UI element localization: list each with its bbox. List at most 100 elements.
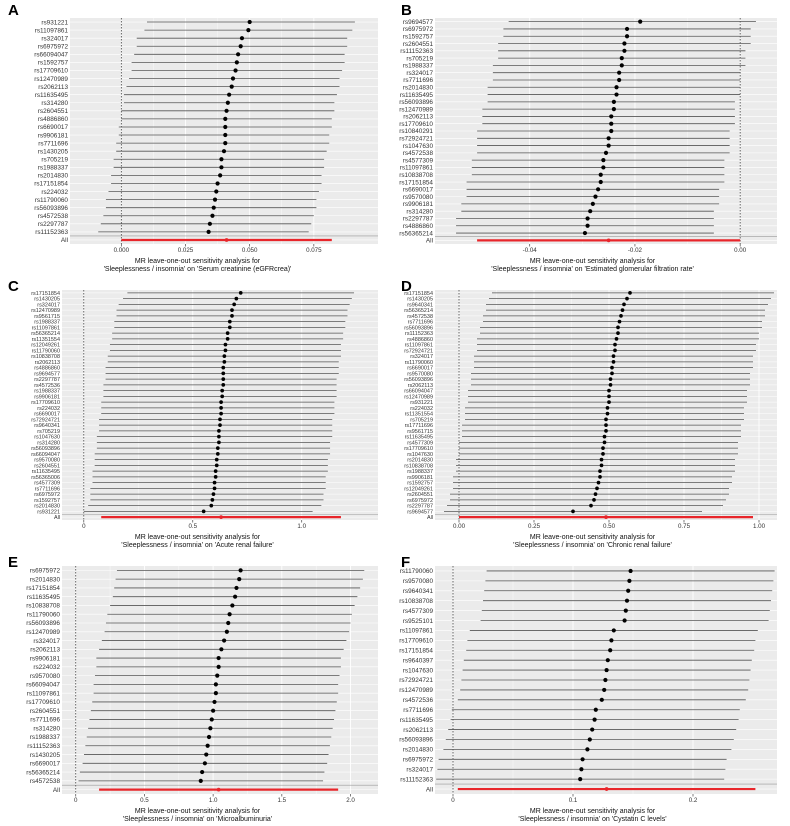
- snp-point-estimate: [590, 201, 595, 207]
- snp-label: rs4886860: [403, 223, 434, 230]
- panel-f-plot: rs11790060 rs9570080 rs9640341 rs10838708 rs…: [399, 566, 777, 804]
- snp-label: rs11351554: [32, 337, 60, 343]
- snp-label: rs17709610: [26, 699, 60, 706]
- snp-point-estimate: [220, 394, 225, 399]
- snp-point-estimate: [602, 434, 607, 439]
- snp-label: rs11152363: [405, 331, 433, 337]
- snp-label: rs10838708: [26, 603, 60, 610]
- x-tick-label: 0.025: [178, 247, 194, 254]
- panel-b-letter: B: [401, 2, 412, 19]
- snp-point-estimate: [598, 475, 602, 479]
- snp-point-estimate: [614, 337, 619, 341]
- snp-point-estimate: [590, 727, 595, 732]
- snp-label: rs56093896: [34, 205, 68, 212]
- snp-point-estimate: [613, 348, 617, 353]
- panel-c: C rs17151854 rs1430205 rs324017 rs12470989 r…: [0, 276, 395, 552]
- snp-label: rs4577309: [407, 440, 433, 446]
- snp-label: rs6690017: [407, 366, 433, 372]
- snp-point-estimate: [624, 34, 630, 39]
- snp-label: rs1592757: [38, 60, 69, 67]
- snp-point-estimate: [212, 197, 218, 202]
- panel-c-plot: rs17151854rs1430205rs324017rs12470989rs9…: [31, 290, 378, 530]
- snp-point-estimate: [221, 149, 227, 154]
- snp-point-estimate: [579, 767, 584, 772]
- snp-point-estimate: [205, 743, 210, 748]
- snp-label: rs56093896: [26, 620, 60, 627]
- snp-point-estimate: [201, 509, 206, 514]
- snp-point-estimate: [607, 388, 611, 393]
- snp-point-estimate: [238, 44, 243, 49]
- snp-point-estimate: [609, 114, 614, 119]
- panel-f: F rs11790060 rs9570080 rs9640341 rs10838708…: [395, 552, 790, 826]
- snp-point-estimate: [593, 194, 598, 199]
- x-tick-label: 0.1: [569, 797, 578, 804]
- snp-point-estimate: [599, 463, 604, 468]
- snp-label: rs10838708: [399, 172, 433, 179]
- snp-label: rs9570080: [34, 458, 60, 464]
- snp-point-estimate: [219, 400, 223, 404]
- snp-label: rs314280: [406, 208, 433, 215]
- snp-label: rs12470989: [399, 687, 433, 694]
- x-tick-label: 0.50: [603, 523, 616, 530]
- snp-label: rs9906181: [34, 394, 60, 400]
- snp-label: rs11790060: [32, 348, 60, 354]
- x-tick-label: 0: [82, 523, 86, 530]
- snp-label: rs9906181: [403, 201, 434, 208]
- snp-label: rs11635495: [400, 92, 434, 99]
- snp-point-estimate: [571, 509, 575, 514]
- snp-point-estimate: [608, 383, 613, 387]
- panel-e-title-line1: MR leave-one-out sensitivity analysis fo…: [134, 808, 261, 815]
- snp-label: rs1988337: [30, 734, 61, 741]
- snp-point-estimate: [592, 717, 597, 722]
- snp-point-estimate: [217, 429, 221, 433]
- snp-label: rs11790060: [35, 197, 69, 204]
- panel-c-letter: C: [8, 278, 19, 295]
- snp-point-estimate: [585, 747, 590, 752]
- snp-point-estimate: [202, 761, 207, 766]
- snp-point-estimate: [216, 664, 221, 669]
- snp-label: rs705219: [41, 156, 68, 163]
- panel-f-letter: F: [401, 554, 411, 571]
- snp-point-estimate: [215, 673, 220, 678]
- snp-label: rs1430205: [407, 297, 433, 303]
- snp-point-estimate: [623, 608, 628, 613]
- snp-point-estimate: [610, 371, 614, 376]
- snp-point-estimate: [206, 229, 211, 234]
- panel-c-caption: MR leave-one-out sensitivity analysis fo…: [0, 534, 395, 550]
- snp-point-estimate: [602, 440, 607, 445]
- snp-point-estimate: [219, 406, 223, 410]
- snp-label: rs1430205: [34, 297, 60, 303]
- snp-label: rs2297787: [34, 377, 60, 383]
- panel-e: E rs6975972 rs2014830 rs17151854 rs11635495…: [0, 552, 395, 826]
- x-tick-label: 0.075: [306, 247, 322, 254]
- snp-label: rs17151854: [399, 648, 433, 655]
- snp-label: rs72924721: [404, 348, 433, 354]
- snp-point-estimate: [198, 778, 203, 783]
- snp-point-estimate: [589, 503, 593, 508]
- snp-label: rs931221: [41, 19, 68, 26]
- snp-label: rs17151854: [26, 585, 60, 592]
- snp-point-estimate: [605, 411, 610, 416]
- snp-label: rs324017: [37, 302, 60, 308]
- snp-label: rs324017: [406, 766, 433, 773]
- snp-label: rs4577309: [403, 157, 434, 164]
- snp-label: rs1988337: [34, 320, 60, 326]
- snp-point-estimate: [598, 172, 603, 177]
- snp-label: rs11097861: [400, 628, 434, 635]
- snp-point-estimate: [230, 76, 236, 81]
- x-tick-label: 1.5: [278, 797, 287, 804]
- snp-label: rs11152363: [400, 776, 433, 783]
- snp-point-estimate: [609, 121, 614, 126]
- snp-point-estimate: [215, 452, 220, 456]
- snp-label: rs4572538: [30, 778, 61, 785]
- snp-label: rs11635495: [27, 594, 61, 601]
- snp-point-estimate: [592, 498, 596, 502]
- snp-label: rs17151854: [399, 179, 433, 186]
- snp-label: rs6975972: [403, 757, 434, 764]
- snp-point-estimate: [225, 100, 230, 105]
- snp-point-estimate: [619, 55, 624, 61]
- snp-point-estimate: [209, 717, 214, 722]
- snp-label: rs11790060: [400, 568, 434, 575]
- snp-label: rs1047630: [407, 452, 433, 458]
- snp-label: rs4572536: [34, 383, 60, 389]
